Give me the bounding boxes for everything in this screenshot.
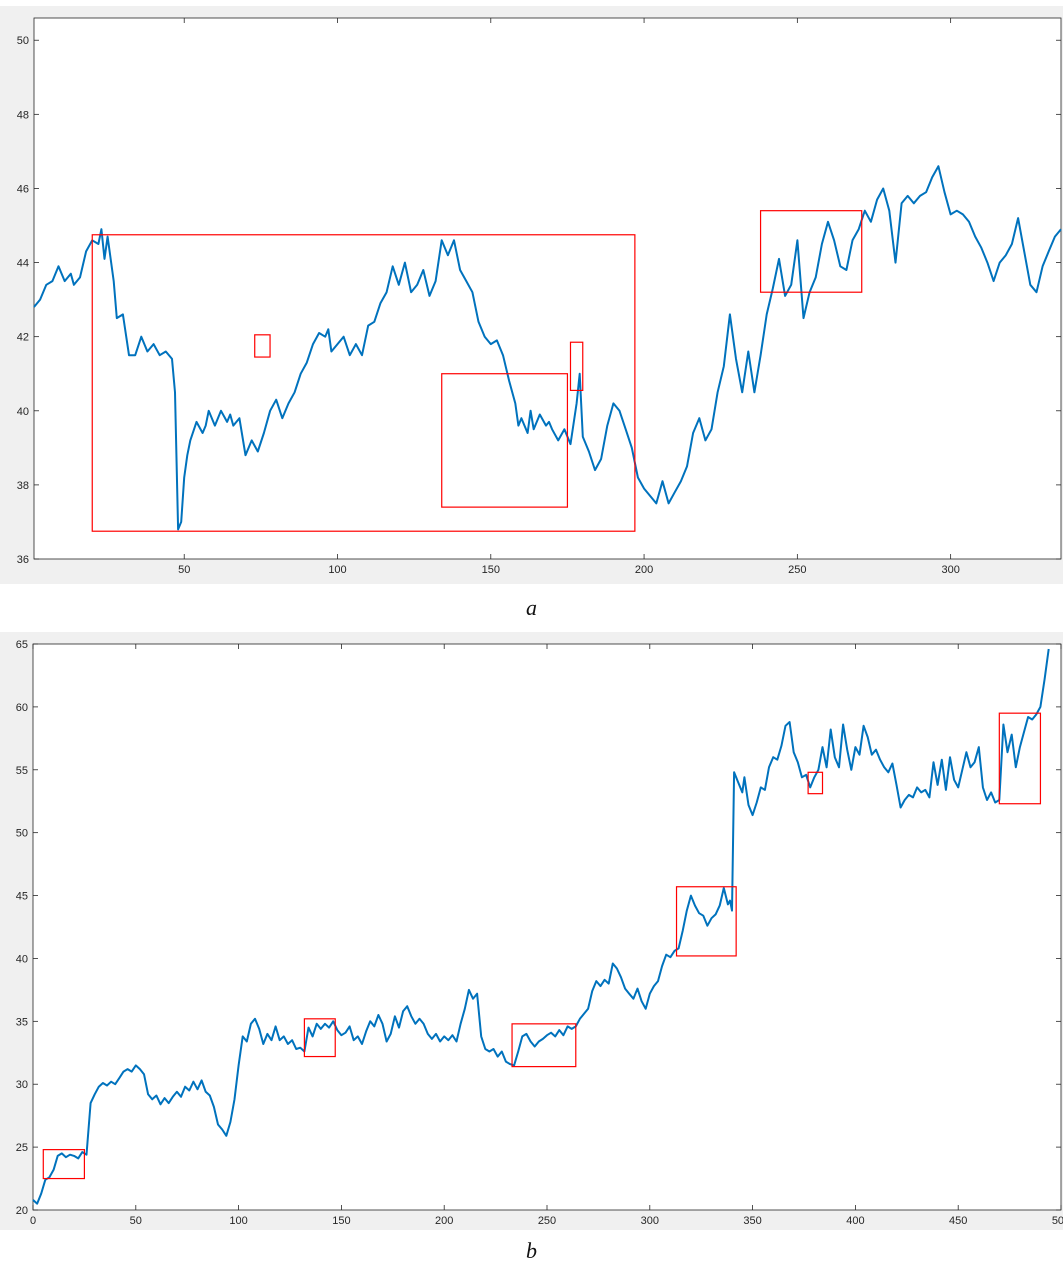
x-tick-label: 350	[743, 1215, 761, 1227]
y-tick-label: 60	[16, 702, 28, 714]
x-tick-label: 450	[949, 1215, 967, 1227]
x-tick-label: 50	[178, 564, 190, 576]
y-tick-label: 44	[17, 258, 29, 270]
x-tick-label: 200	[435, 1215, 453, 1227]
x-tick-label: 150	[332, 1215, 350, 1227]
highlight-box	[998, 712, 1042, 805]
y-tick-label: 35	[16, 1016, 28, 1028]
x-tick-label: 250	[788, 564, 806, 576]
y-tick-label: 42	[17, 332, 29, 344]
y-tick-label: 65	[16, 639, 28, 651]
y-tick-label: 45	[16, 891, 28, 903]
highlight-box	[254, 334, 271, 358]
y-tick-label: 46	[17, 183, 29, 195]
x-tick-label: 300	[941, 564, 959, 576]
x-tick-label: 500	[1052, 1215, 1063, 1227]
x-tick-label: 0	[30, 1215, 36, 1227]
highlight-box	[807, 771, 824, 795]
y-tick-label: 50	[17, 35, 29, 47]
plot-area	[33, 17, 1062, 560]
y-tick-label: 40	[16, 953, 28, 965]
y-tick-label: 40	[17, 406, 29, 418]
caption-a: a	[526, 595, 537, 620]
x-tick-label: 150	[482, 564, 500, 576]
highlight-box	[511, 1023, 577, 1068]
series-line	[32, 648, 1050, 1205]
x-tick-label: 50	[130, 1215, 142, 1227]
x-tick-label: 100	[229, 1215, 247, 1227]
plot-area	[32, 643, 1062, 1211]
y-tick-label: 50	[16, 828, 28, 840]
chart-b: 0 50 100 150 200 250 300 350 400 450 500 20 25 30 35 40…	[16, 639, 1063, 1227]
caption-b: b	[526, 1238, 537, 1263]
highlight-box	[42, 1149, 85, 1180]
y-tick-label: 38	[17, 480, 29, 492]
highlight-box	[759, 210, 863, 293]
chart-b-figure: 0 50 100 150 200 250 300 350 400 450 500 20 25 30 35 40…	[0, 632, 1063, 1230]
highlight-box	[303, 1018, 336, 1058]
highlight-box	[441, 373, 569, 508]
y-tick-label: 20	[16, 1205, 28, 1217]
x-tick-label: 250	[538, 1215, 556, 1227]
x-tick-label: 300	[641, 1215, 659, 1227]
highlight-box	[91, 234, 636, 532]
highlight-box	[675, 886, 737, 957]
x-tick-label: 400	[846, 1215, 864, 1227]
x-tick-label: 100	[328, 564, 346, 576]
y-tick-label: 36	[17, 554, 29, 566]
y-tick-label: 25	[16, 1142, 28, 1154]
y-tick-label: 48	[17, 109, 29, 121]
series-line	[33, 165, 1062, 531]
y-tick-label: 55	[16, 765, 28, 777]
chart-a: 50 100 150 200 250 300 36 38 40 42 44 46 48 50	[17, 17, 1062, 576]
chart-a-figure: 50 100 150 200 250 300 36 38 40 42 44 46 48 50	[0, 6, 1063, 584]
y-tick-label: 30	[16, 1079, 28, 1091]
x-tick-label: 200	[635, 564, 653, 576]
highlight-box	[569, 341, 584, 392]
